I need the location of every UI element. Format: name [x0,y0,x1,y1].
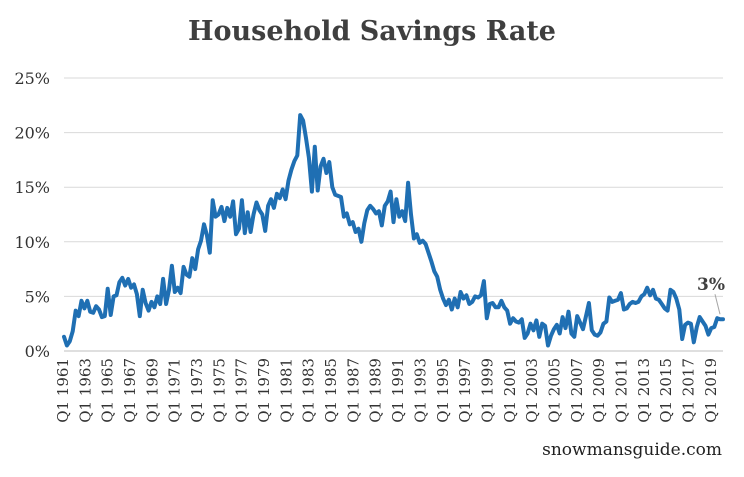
x-tick-label: Q1 1967 [121,358,139,423]
x-tick-label: Q1 2003 [523,358,541,423]
x-tick-label: Q1 2015 [657,358,675,423]
x-tick-labels: Q1 1961 Q1 1963 Q1 1965 Q1 1967 Q1 1969 Q1 19… [54,358,720,423]
series-line [62,113,725,348]
x-tick-label: Q1 2011 [612,358,630,423]
y-tick-label: 25% [14,69,50,88]
x-tick-label: Q1 1969 [143,358,161,423]
y-tick-labels: 0% 5% 10% 15% 20% 25% [14,69,50,361]
x-tick-label: Q1 1971 [166,358,184,423]
x-tick-label: Q1 1963 [76,358,94,423]
x-tick-label: Q1 1981 [277,358,295,423]
annotations: 3% [697,275,725,315]
x-tick-label: Q1 2017 [679,358,697,423]
series-lines [62,113,725,348]
x-tick-label: Q1 2005 [545,358,563,423]
x-tick-label: Q1 1961 [54,358,72,423]
x-tick-label: Q1 1979 [255,358,273,423]
x-tick-label: Q1 1975 [210,358,228,423]
source-note: snowmansguide.com [542,440,722,460]
annotation-leader [714,294,721,315]
y-tick-label: 0% [25,342,50,361]
y-tick-label: 5% [25,287,50,306]
annotation-label: 3% [697,275,725,295]
x-tick-label: Q1 1987 [344,358,362,423]
y-tick-label: 20% [14,124,50,143]
x-tick-label: Q1 1985 [322,358,340,423]
x-tick-label: Q1 1999 [478,358,496,423]
x-tick-label: Q1 1965 [99,358,117,423]
x-tick-label: Q1 1983 [300,358,318,423]
x-tick-label: Q1 1989 [367,358,385,423]
x-tick-label: Q1 2019 [702,358,720,423]
x-tick-label: Q1 2013 [635,358,653,423]
grid-lines [64,77,723,352]
x-tick-label: Q1 2001 [501,358,519,423]
x-tick-label: Q1 1993 [411,358,429,423]
x-tick-label: Q1 1995 [434,358,452,423]
x-tick-label: Q1 1973 [188,358,206,423]
y-tick-label: 10% [14,233,50,252]
x-tick-label: Q1 1997 [456,358,474,423]
x-tick-label: Q1 1977 [233,358,251,423]
y-tick-label: 15% [14,178,50,197]
x-tick-label: Q1 1991 [389,358,407,423]
x-tick-label: Q1 2009 [590,358,608,423]
chart-title: Household Savings Rate [188,16,556,47]
x-tick-label: Q1 2007 [568,358,586,423]
